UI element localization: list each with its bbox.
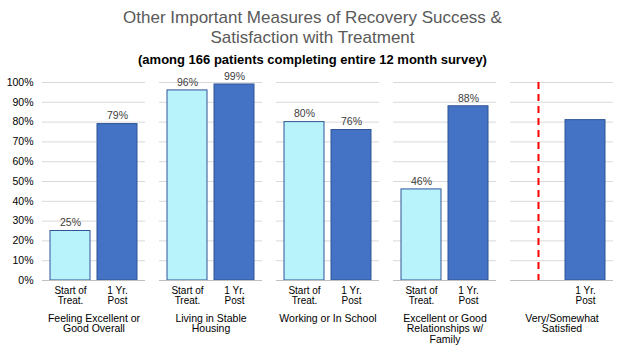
svg-text:79%: 79% — [107, 109, 128, 121]
svg-text:96%: 96% — [177, 76, 198, 88]
svg-text:Start ofTreat.: Start ofTreat. — [288, 285, 320, 306]
svg-text:76%: 76% — [341, 115, 362, 127]
svg-text:80%: 80% — [12, 115, 33, 127]
svg-text:1 Yr.Post: 1 Yr.Post — [575, 285, 595, 306]
svg-text:1 Yr.Post: 1 Yr.Post — [224, 285, 244, 306]
svg-text:Living in StableHousing: Living in StableHousing — [175, 312, 246, 335]
svg-text:Start ofTreat.: Start ofTreat. — [405, 285, 437, 306]
svg-text:Feeling Excellent orGood Overa: Feeling Excellent orGood Overall — [48, 312, 141, 335]
svg-text:25%: 25% — [60, 216, 81, 228]
svg-text:30%: 30% — [12, 214, 33, 226]
svg-text:1 Yr.Post: 1 Yr.Post — [458, 285, 478, 306]
svg-text:1 Yr.Post: 1 Yr.Post — [107, 285, 127, 306]
svg-text:10%: 10% — [12, 254, 33, 266]
svg-text:40%: 40% — [12, 195, 33, 207]
html-text:(among 166 patients completing: (among 166 patients completing entire 12… — [138, 52, 487, 67]
svg-text:20%: 20% — [12, 234, 33, 246]
svg-text:Start ofTreat.: Start ofTreat. — [54, 285, 86, 306]
svg-text:Very/SomewhatSatisfied: Very/SomewhatSatisfied — [525, 312, 599, 335]
svg-text:1 Yr.Post: 1 Yr.Post — [341, 285, 361, 306]
svg-text:50%: 50% — [12, 175, 33, 187]
svg-text:100%: 100% — [7, 76, 34, 88]
svg-text:99%: 99% — [224, 70, 245, 82]
svg-text:Excellent or GoodRelationships: Excellent or GoodRelationships w/Family — [403, 312, 487, 345]
svg-text:46%: 46% — [411, 175, 432, 187]
svg-text:0%: 0% — [18, 274, 33, 286]
svg-text:Working or In School: Working or In School — [279, 312, 376, 324]
svg-text:80%: 80% — [294, 107, 315, 119]
svg-text:70%: 70% — [12, 135, 33, 147]
svg-text:90%: 90% — [12, 96, 33, 108]
svg-text:60%: 60% — [12, 155, 33, 167]
svg-text:Start ofTreat.: Start ofTreat. — [171, 285, 203, 306]
svg-text:88%: 88% — [458, 92, 479, 104]
html-text:Other Important Measures of Re: Other Important Measures of Recovery Suc… — [123, 8, 502, 47]
